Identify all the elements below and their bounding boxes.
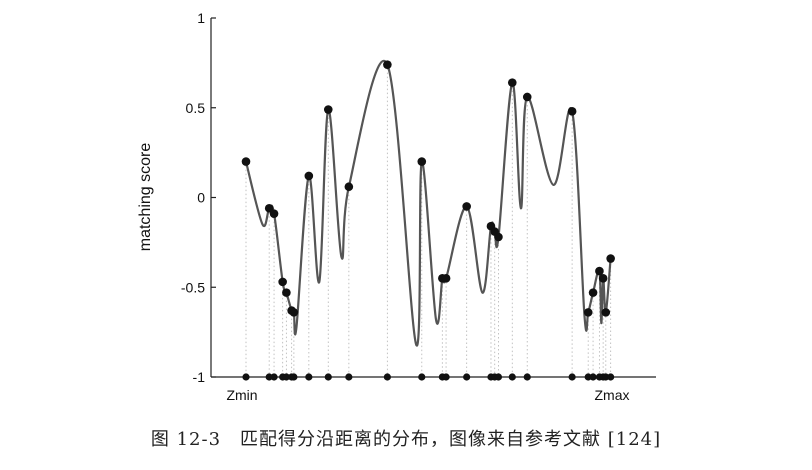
projection-guides — [245, 64, 612, 377]
axis-dot — [589, 373, 597, 381]
y-tick-label: -0.5 — [181, 279, 205, 295]
y-ticks: 1 0.5 0 -0.5 -1 — [181, 10, 216, 385]
axis-position-markers — [242, 373, 615, 381]
data-point — [606, 254, 615, 263]
x-tick-label: Zmin — [226, 387, 257, 403]
axis-dot — [305, 373, 313, 381]
y-axis-label: matching score — [137, 143, 154, 252]
data-point — [304, 171, 314, 181]
data-point — [417, 157, 427, 166]
y-tick-label: 0 — [197, 190, 205, 206]
data-point — [522, 92, 532, 102]
data-point — [278, 277, 287, 287]
axis-dot — [568, 373, 576, 381]
axis-dot — [494, 373, 503, 381]
data-point — [507, 78, 517, 87]
data-point — [583, 308, 593, 317]
data-point — [383, 60, 392, 69]
axis-dot — [242, 373, 250, 381]
axis-dot — [290, 373, 298, 381]
figure-caption: 图 12-3 匹配得分沿距离的分布，图像来自参考文献 [124] — [150, 429, 662, 450]
data-point — [441, 273, 451, 283]
data-point — [344, 182, 354, 192]
x-tick-labels: Zmin Zmax — [226, 387, 629, 403]
axis-dot — [324, 373, 332, 381]
data-point — [494, 232, 503, 242]
series-line — [244, 60, 612, 347]
data-point — [462, 202, 471, 211]
data-point — [595, 266, 604, 276]
x-tick-label: Zmax — [595, 387, 630, 403]
data-point — [241, 157, 251, 166]
data-point — [323, 105, 333, 114]
y-tick-label: 0.5 — [186, 100, 206, 116]
series-markers — [241, 60, 615, 317]
axis-dot — [607, 373, 615, 381]
axis-dot — [508, 373, 516, 381]
axis-dot — [345, 373, 353, 381]
y-tick-label: -1 — [193, 369, 206, 385]
data-point — [588, 288, 598, 297]
data-point — [282, 288, 291, 297]
axes — [210, 18, 656, 378]
axis-dot — [282, 373, 290, 381]
axis-dot — [270, 373, 278, 381]
data-point — [601, 308, 611, 317]
axis-dot — [442, 373, 450, 381]
data-point — [289, 308, 299, 317]
data-point — [598, 273, 608, 283]
data-point — [269, 209, 279, 218]
axis-dot — [523, 373, 531, 381]
y-tick-label: 1 — [197, 10, 205, 26]
data-point — [567, 107, 577, 116]
axis-dot — [418, 373, 426, 381]
axis-dot — [383, 373, 391, 381]
axis-dot — [463, 373, 471, 381]
